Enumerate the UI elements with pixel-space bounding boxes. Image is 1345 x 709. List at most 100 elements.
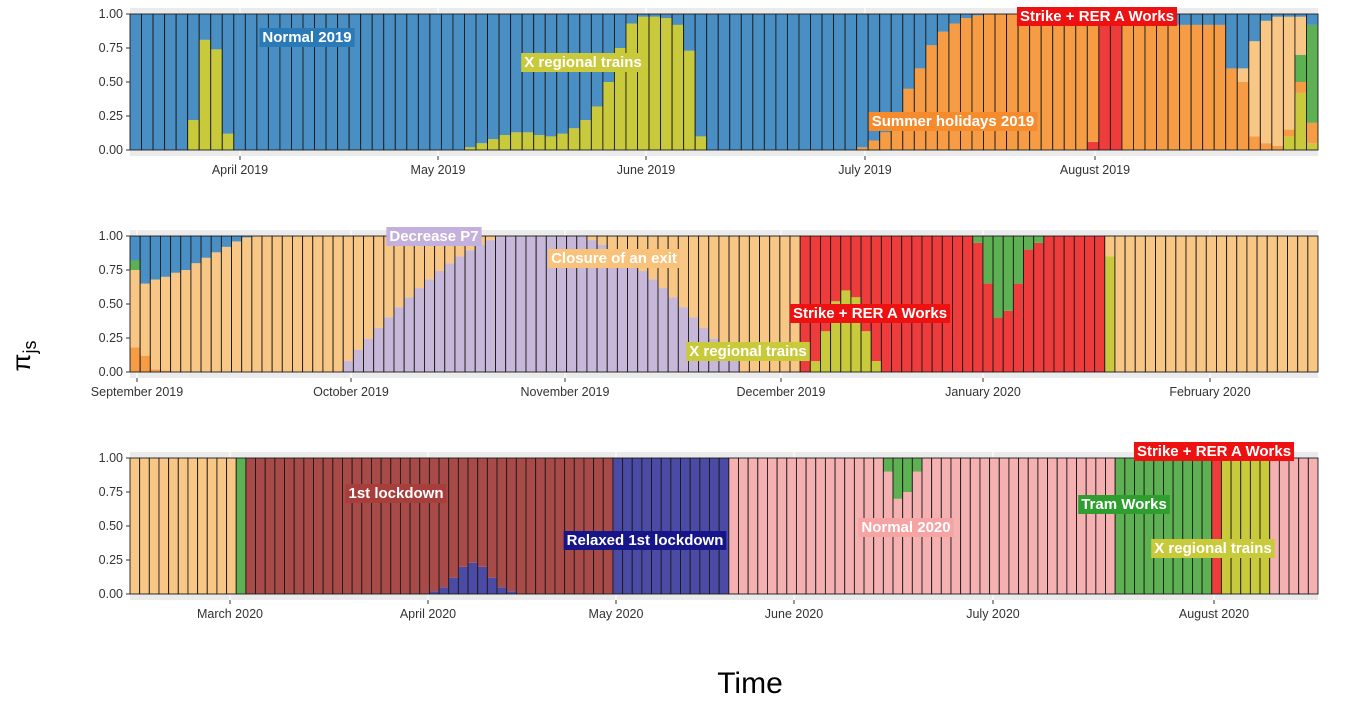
bar-segment-summer — [1006, 14, 1019, 150]
bar-segment-normal2019 — [418, 14, 430, 150]
bar-segment-decrease — [597, 244, 608, 372]
bar-segment-tram — [1202, 458, 1212, 594]
bar-segment-closure — [1237, 68, 1249, 82]
y-axis-label-main: π — [6, 354, 36, 372]
bar-segment-closure — [394, 236, 405, 308]
bar-segment-strike — [1003, 310, 1014, 372]
bar-segment-xregional — [871, 361, 882, 372]
bar-segment-xregional — [1306, 143, 1318, 150]
bar-segment-xregional — [487, 139, 500, 150]
bar-segment-normal2020 — [1086, 458, 1096, 594]
bar-segment-lockdown — [506, 458, 517, 592]
bar-segment-summer — [1156, 24, 1169, 151]
bar-segment-closure — [272, 236, 283, 372]
bar-segment-normal2019 — [660, 14, 673, 19]
bar-segment-normal2019 — [1271, 14, 1284, 17]
bar-segment-xregional — [1260, 458, 1270, 594]
annotation-background — [686, 342, 810, 361]
bar-segment-summer — [150, 369, 161, 372]
bar-segment-normal2019 — [937, 14, 949, 32]
bar-segment-decrease — [637, 271, 648, 372]
bar-segment-summer — [1225, 68, 1238, 150]
bar-outline — [1306, 13, 1319, 151]
bar-segment-normal2019 — [1248, 14, 1261, 42]
bar-segment-normal2019 — [201, 236, 212, 258]
bar-segment-normal2019 — [231, 236, 242, 242]
bar-segment-summer — [948, 23, 961, 150]
bar-segment-normal2019 — [164, 14, 177, 150]
bar-segment-lockdown — [574, 458, 584, 594]
bar-segment-normal2020 — [835, 458, 845, 594]
bar-segment-xregional — [579, 120, 592, 150]
bar-segment-normal2019 — [752, 14, 765, 150]
bar-segment-decrease — [394, 307, 405, 372]
y-tick-label: 1.00 — [99, 451, 123, 465]
bar-segment-closure — [1297, 236, 1308, 372]
bar-segment-normal2019 — [914, 14, 926, 69]
x-tick-label: November 2019 — [521, 385, 610, 399]
bar-segment-summer — [914, 68, 926, 150]
bar-segment-normal2019 — [150, 236, 161, 280]
bar-segment-relaxed — [612, 458, 623, 594]
bar-segment-normal2019 — [833, 14, 846, 150]
bar-segment-closure — [1165, 236, 1176, 372]
x-tick-label: October 2019 — [313, 385, 389, 399]
bar-segment-lockdown — [545, 458, 555, 594]
bar-segment-lockdown — [400, 458, 411, 594]
x-tick-label: August 2020 — [1179, 607, 1249, 621]
annotation-label: 1st lockdown — [345, 484, 447, 503]
bar-segment-closure — [698, 236, 709, 328]
bar-segment-relaxed — [641, 458, 652, 594]
bar-segment-normal2020 — [757, 458, 768, 594]
bar-segment-normal2019 — [764, 14, 776, 150]
bar-segment-tram — [1115, 458, 1125, 594]
bar-outline — [1307, 457, 1319, 595]
bar-segment-closure — [688, 236, 699, 318]
bar-segment-closure — [139, 458, 150, 594]
y-tick-label: 0.25 — [99, 109, 123, 123]
bar-segment-closure — [444, 236, 455, 264]
bar-segment-lockdown — [468, 458, 478, 563]
bar-segment-xregional — [649, 16, 661, 150]
bar-segment-closure — [1307, 236, 1318, 372]
bar-segment-closure — [1287, 236, 1298, 372]
bar-segment-normal2019 — [141, 14, 154, 150]
bar-segment-normal2019 — [337, 14, 350, 150]
bar-segment-normal2020 — [989, 458, 1000, 594]
annotation-text: Strike + RER A Works — [793, 305, 947, 322]
annotation-label: Strike + RER A Works — [789, 304, 951, 323]
bar-segment-summer — [868, 140, 880, 150]
bar-segment-normal2019 — [718, 14, 730, 150]
bar-segment-summer — [1237, 82, 1249, 150]
bar-segment-strike — [972, 242, 983, 372]
bar-segment-normal2019 — [868, 14, 880, 141]
bar-segment-closure — [739, 236, 750, 372]
annotation-text: X regional trains — [689, 343, 807, 360]
bar-segment-tram — [972, 236, 983, 243]
bar-segment-closure — [216, 458, 227, 594]
bar-segment-normal2019 — [625, 14, 638, 24]
bar-segment-summer — [1306, 122, 1318, 144]
panel-1: 0.00 0.25 0.50 0.75 1.00 April 2019 May 2019 Ju… — [99, 7, 1319, 177]
bar-segment-normal2020 — [1008, 458, 1019, 594]
bar-segment-normal2020 — [1269, 458, 1280, 594]
bar-segment-closure — [312, 236, 323, 372]
bar-segment-xregional — [840, 290, 851, 372]
bar-segment-normal2019 — [429, 14, 442, 150]
bar-segment-tram — [1182, 458, 1193, 594]
bar-segment-xregional — [522, 132, 534, 150]
bar-segment-normal2019 — [452, 14, 465, 150]
bar-segment-summer — [1179, 24, 1192, 151]
bar-segment-tram — [1003, 236, 1014, 311]
bar-segment-lockdown — [477, 458, 488, 567]
bar-segment-normal2019 — [1225, 14, 1238, 69]
bar-segment-closure — [207, 458, 217, 594]
bar-segment-normal2019 — [268, 14, 280, 150]
bar-segment-closure — [1248, 41, 1261, 137]
bar-segment-closure — [454, 236, 466, 257]
bar-segment-normal2019 — [291, 14, 304, 150]
bar-segment-decrease — [566, 236, 577, 372]
bar-segment-tram — [1163, 458, 1174, 594]
annotation-text: 1st lockdown — [348, 485, 443, 502]
bar-segment-xregional — [1221, 458, 1232, 594]
